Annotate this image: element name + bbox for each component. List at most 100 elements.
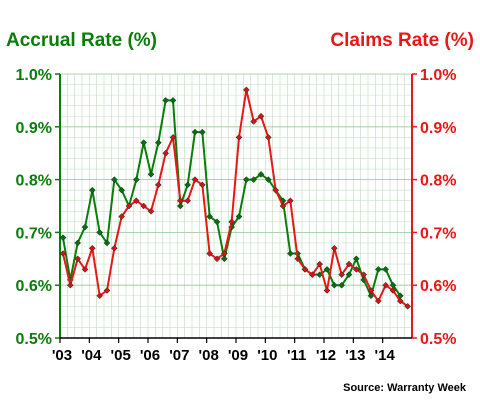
accrual-data-point bbox=[352, 255, 360, 263]
accrual-data-point bbox=[154, 139, 162, 146]
claims-data-point bbox=[132, 197, 140, 205]
claims-data-point bbox=[316, 260, 324, 268]
accrual-data-point bbox=[59, 234, 67, 242]
accrual-data-point bbox=[88, 186, 96, 194]
claims-series-line bbox=[62, 89, 409, 308]
claims-data-point bbox=[88, 244, 96, 252]
accrual-data-point bbox=[176, 202, 184, 210]
accrual-data-point bbox=[264, 176, 272, 183]
left-tick-label: 0.5% bbox=[16, 331, 52, 348]
accrual-data-point bbox=[213, 218, 221, 226]
accrual-data-point bbox=[374, 266, 382, 273]
claims-data-point bbox=[220, 250, 228, 257]
accrual-data-point bbox=[235, 213, 243, 220]
left-tick-label: 0.7% bbox=[16, 225, 52, 242]
x-tick-label: '11 bbox=[287, 347, 306, 364]
x-tick-label: '09 bbox=[228, 347, 248, 364]
claims-data-point bbox=[286, 197, 294, 205]
claims-data-point bbox=[191, 176, 199, 183]
right-tick-label: 1.0% bbox=[420, 67, 456, 84]
claims-data-point bbox=[257, 112, 265, 120]
accrual-data-point bbox=[338, 281, 346, 289]
accrual-data-point bbox=[323, 266, 331, 273]
accrual-data-point bbox=[206, 213, 214, 220]
claims-data-point bbox=[74, 255, 82, 263]
claims-data-point bbox=[242, 86, 250, 94]
right-tick-label: 0.7% bbox=[420, 225, 456, 242]
claims-data-point bbox=[228, 218, 236, 226]
claims-data-point bbox=[250, 118, 258, 125]
left-tick-label: 1.0% bbox=[16, 67, 52, 84]
claims-data-point bbox=[96, 292, 104, 300]
accrual-data-point bbox=[169, 97, 177, 104]
claims-data-point bbox=[308, 271, 316, 278]
claims-data-point bbox=[81, 266, 89, 273]
claims-data-point bbox=[198, 181, 206, 189]
claims-data-point bbox=[147, 207, 155, 215]
claims-data-point bbox=[396, 297, 404, 305]
accrual-data-point bbox=[132, 176, 140, 183]
claims-data-point bbox=[301, 266, 309, 273]
accrual-data-point bbox=[162, 97, 170, 104]
claims-data-point bbox=[404, 302, 412, 310]
claims-data-point bbox=[66, 281, 74, 289]
claims-data-point bbox=[338, 271, 346, 278]
claims-data-point bbox=[59, 250, 67, 257]
accrual-data-point bbox=[81, 223, 89, 231]
left-axis-title: Accrual Rate (%) bbox=[6, 30, 157, 51]
accrual-data-point bbox=[250, 176, 258, 183]
accrual-data-point bbox=[257, 170, 265, 178]
claims-data-point bbox=[374, 297, 382, 305]
accrual-data-point bbox=[345, 271, 353, 278]
accrual-data-point bbox=[286, 250, 294, 257]
right-tick-label: 0.9% bbox=[420, 120, 456, 137]
accrual-data-point bbox=[382, 266, 390, 273]
x-tick-label: '08 bbox=[199, 347, 219, 364]
claims-data-point bbox=[213, 255, 221, 263]
claims-data-point bbox=[125, 202, 133, 210]
claims-data-point bbox=[345, 260, 353, 268]
right-tick-label: 0.6% bbox=[420, 278, 456, 295]
claims-data-point bbox=[367, 287, 375, 294]
claims-data-point bbox=[103, 287, 111, 294]
claims-data-point bbox=[162, 149, 170, 157]
claims-data-point bbox=[382, 281, 390, 289]
accrual-data-point bbox=[103, 239, 111, 247]
x-tick-label: '04 bbox=[81, 347, 102, 364]
accrual-data-point bbox=[184, 181, 192, 189]
claims-data-point bbox=[352, 266, 360, 273]
left-tick-label: 0.8% bbox=[16, 173, 52, 190]
accrual-data-point bbox=[110, 176, 118, 183]
claims-data-point bbox=[235, 134, 243, 141]
x-tick-label: '05 bbox=[111, 347, 131, 364]
claims-data-point bbox=[110, 244, 118, 252]
accrual-data-point bbox=[330, 281, 338, 289]
right-tick-label: 0.5% bbox=[420, 331, 456, 348]
claims-data-point bbox=[184, 197, 192, 205]
claims-data-point bbox=[169, 134, 177, 141]
accrual-data-point bbox=[74, 239, 82, 247]
source-note: Source: Warranty Week bbox=[343, 382, 466, 394]
claims-data-point bbox=[206, 250, 214, 257]
accrual-data-point bbox=[140, 139, 148, 146]
claims-data-point bbox=[389, 287, 397, 294]
claims-data-point bbox=[279, 202, 287, 210]
left-tick-label: 0.9% bbox=[16, 120, 52, 137]
left-tick-label: 0.6% bbox=[16, 278, 52, 295]
claims-data-point bbox=[360, 271, 368, 278]
x-tick-label: '13 bbox=[345, 347, 365, 364]
claims-data-point bbox=[330, 244, 338, 252]
claims-data-point bbox=[272, 186, 280, 194]
x-tick-label: '03 bbox=[52, 347, 72, 364]
accrual-data-point bbox=[118, 186, 126, 194]
x-tick-label: '12 bbox=[316, 347, 336, 364]
right-tick-label: 0.8% bbox=[420, 173, 456, 190]
x-tick-label: '14 bbox=[375, 347, 396, 364]
claims-data-point bbox=[118, 213, 126, 220]
claims-data-point bbox=[176, 197, 184, 205]
accrual-data-point bbox=[191, 128, 199, 136]
claims-data-point bbox=[323, 287, 331, 294]
x-tick-label: '10 bbox=[257, 347, 277, 364]
